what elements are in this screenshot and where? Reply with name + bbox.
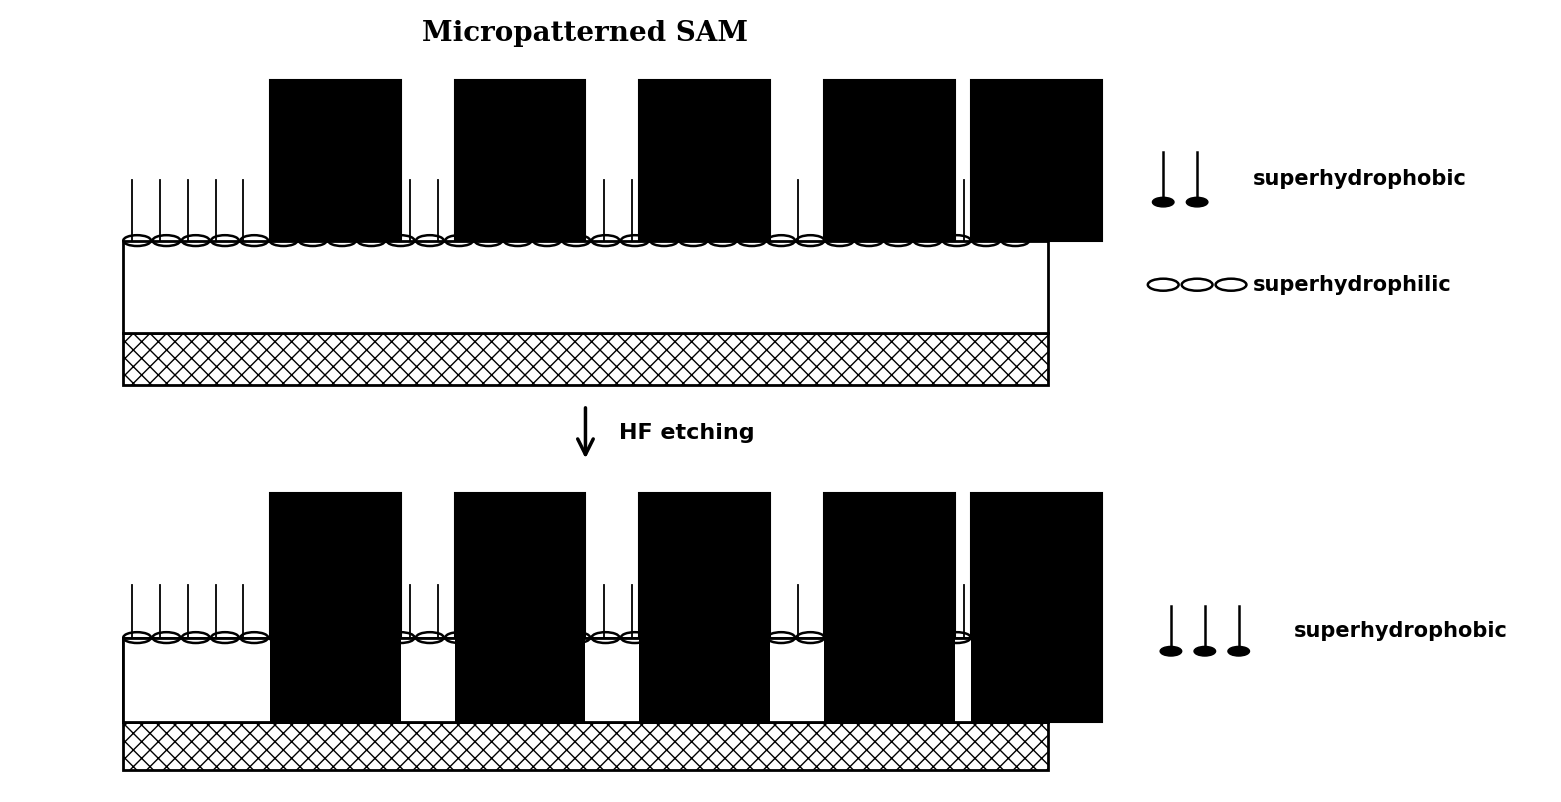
Text: superhydrophobic: superhydrophobic	[1294, 622, 1508, 641]
Bar	[123, 722, 1047, 770]
Bar	[770, 638, 824, 722]
Bar	[123, 638, 1047, 722]
Bar	[401, 638, 454, 722]
Text: HF etching: HF etching	[620, 423, 756, 443]
Bar	[123, 333, 1047, 385]
Bar	[270, 80, 401, 241]
Bar	[270, 493, 401, 722]
Bar	[824, 493, 955, 722]
Bar	[971, 493, 1102, 722]
Bar	[454, 80, 585, 241]
Bar	[971, 80, 1102, 241]
Bar	[585, 638, 640, 722]
Ellipse shape	[1229, 646, 1249, 656]
Text: superhydrophilic: superhydrophilic	[1252, 275, 1452, 294]
Ellipse shape	[1186, 197, 1208, 207]
Bar	[123, 241, 1047, 333]
Text: Micropatterned SAM: Micropatterned SAM	[423, 20, 748, 47]
Bar	[955, 638, 971, 722]
Bar	[123, 638, 270, 722]
Ellipse shape	[1152, 197, 1174, 207]
Bar	[454, 493, 585, 722]
Bar	[640, 493, 770, 722]
Ellipse shape	[1160, 646, 1182, 656]
Bar	[824, 80, 955, 241]
Ellipse shape	[1194, 646, 1216, 656]
Bar	[640, 80, 770, 241]
Text: superhydrophobic: superhydrophobic	[1252, 169, 1466, 188]
